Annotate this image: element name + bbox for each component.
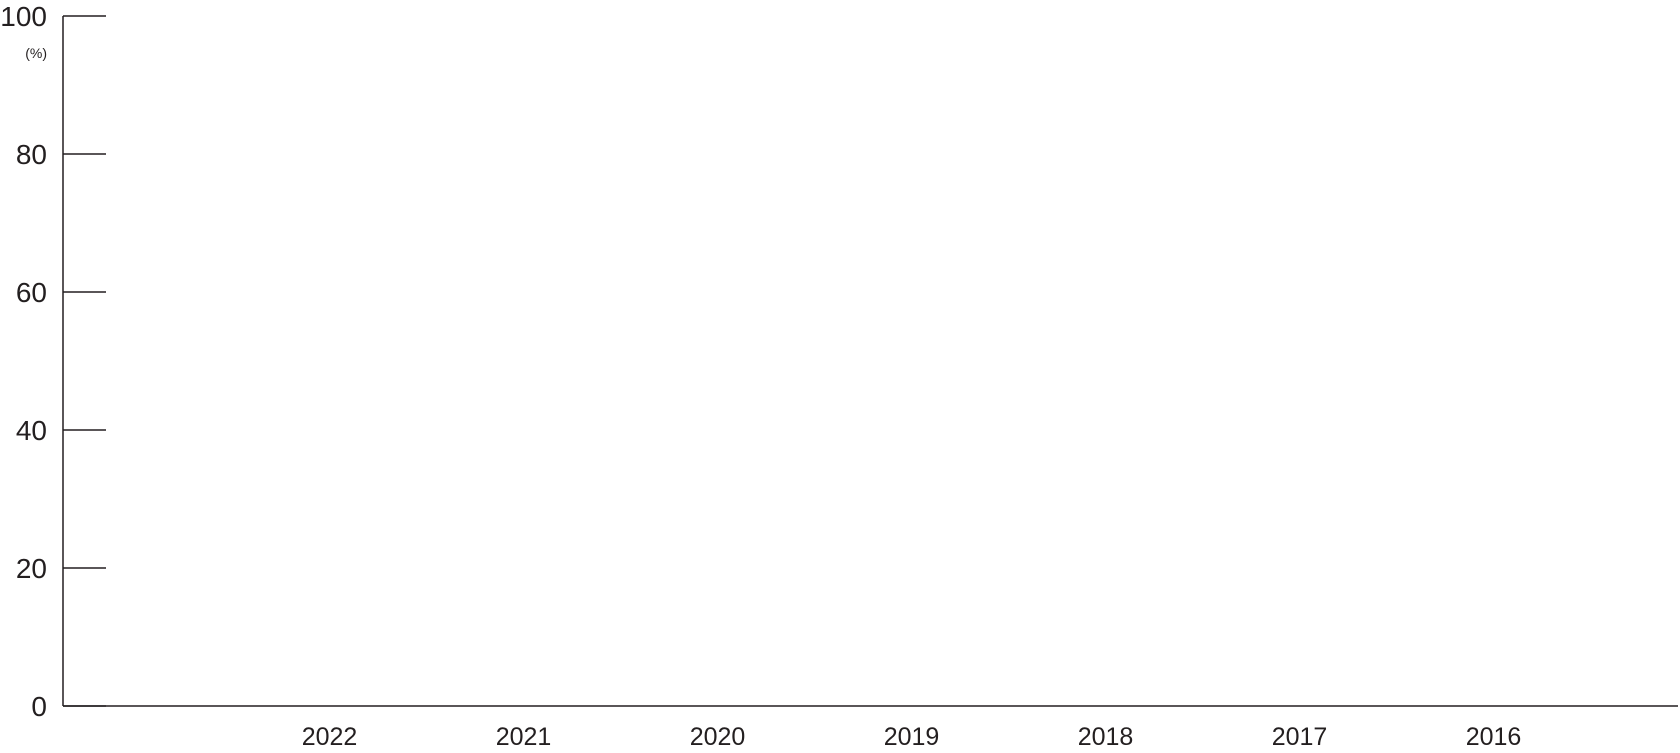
bar-2019 — [824, 16, 999, 706]
y-tick-label: 80 — [16, 139, 47, 170]
y-unit-label: (%) — [25, 45, 47, 61]
bar-2016 — [1406, 189, 1581, 707]
y-tick-label: 20 — [16, 553, 47, 584]
y-tick-label: 0 — [31, 691, 47, 722]
x-tick-label-2022: 2022 — [302, 723, 358, 751]
bar-2018 — [1018, 99, 1193, 706]
data-label-2022: 40% — [297, 449, 362, 480]
data-label-2018: 88% — [1073, 118, 1138, 149]
x-tick-label-2017: 2017 — [1272, 723, 1328, 751]
x-tick-label-2018: 2018 — [1078, 723, 1134, 751]
x-tick-label-2021: 2021 — [496, 723, 552, 751]
data-label-2020: 65% — [685, 277, 750, 308]
data-label-2016: 75% — [1461, 208, 1526, 239]
bar-2020 — [630, 258, 805, 707]
x-tick-label-2019: 2019 — [884, 723, 940, 751]
data-label-2017: 100% — [1258, 35, 1341, 66]
y-tick-label: 100 — [0, 1, 47, 32]
bar-2017 — [1212, 16, 1387, 706]
y-tick-label: 60 — [16, 277, 47, 308]
data-label-2019: 100% — [870, 35, 953, 66]
y-tick-label: 40 — [16, 415, 47, 446]
data-label-2021: 20% — [491, 587, 556, 618]
x-tick-label-2016: 2016 — [1466, 723, 1522, 751]
x-tick-label-2020: 2020 — [690, 723, 746, 751]
axes: 0 20 40 60 80 100 (%) — [0, 1, 1678, 722]
bars — [242, 16, 1581, 706]
labels: 40% 2022 20% 2021 65% 2020 100% 2019 88% 2018 100%… — [297, 35, 1526, 751]
